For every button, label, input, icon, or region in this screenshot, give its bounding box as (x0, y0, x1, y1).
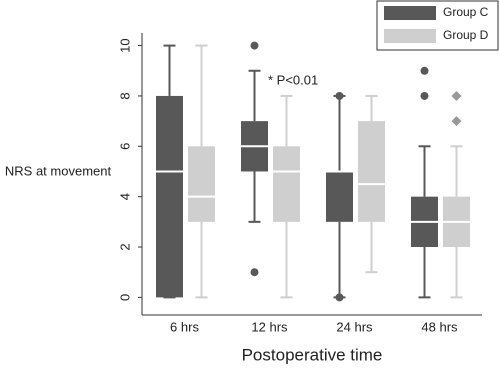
x-tick-label: 12 hrs (251, 319, 288, 334)
outlier (250, 268, 259, 277)
x-tick-label: 6 hrs (170, 319, 199, 334)
legend-label: Group D (443, 28, 489, 42)
y-tick-label: 2 (117, 243, 132, 250)
legend-swatch (384, 29, 436, 43)
x-tick-label: 48 hrs (421, 319, 458, 334)
y-tick-label: 6 (117, 143, 132, 150)
legend-swatch (384, 6, 436, 20)
box (358, 121, 385, 222)
box (156, 95, 183, 298)
outlier (335, 293, 344, 302)
outlier (451, 116, 462, 127)
annotation: * P<0.01 (268, 72, 318, 87)
y-tick-label: 4 (117, 193, 132, 200)
outlier (335, 91, 344, 100)
box (273, 146, 300, 222)
outlier (420, 91, 429, 100)
y-tick-label: 0 (117, 294, 132, 301)
y-tick-label: 10 (117, 38, 132, 52)
box (188, 146, 215, 222)
box (326, 171, 353, 222)
x-axis-label: Postoperative time (242, 345, 383, 364)
outlier (451, 90, 462, 101)
outlier (420, 66, 429, 75)
y-axis-label: NRS at movement (5, 163, 112, 178)
legend-label: Group C (443, 5, 489, 19)
y-tick-label: 8 (117, 92, 132, 99)
x-tick-label: 24 hrs (336, 319, 373, 334)
outlier (250, 41, 259, 50)
